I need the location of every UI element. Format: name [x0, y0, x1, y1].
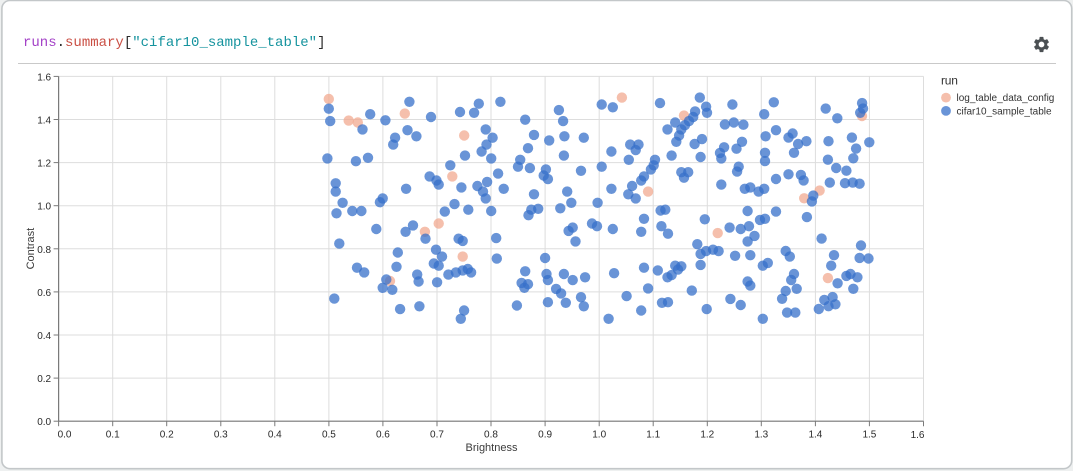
svg-text:1.0: 1.0 — [592, 429, 606, 440]
svg-text:0.6: 0.6 — [37, 288, 51, 299]
svg-text:cifar10_sample_table: cifar10_sample_table — [957, 106, 1052, 117]
svg-text:0.8: 0.8 — [484, 429, 498, 440]
svg-text:1.2: 1.2 — [37, 159, 51, 170]
svg-text:1.4: 1.4 — [37, 116, 51, 127]
svg-text:0.2: 0.2 — [37, 374, 51, 385]
svg-text:0.3: 0.3 — [214, 429, 228, 440]
svg-text:0.6: 0.6 — [376, 429, 390, 440]
svg-text:1.5: 1.5 — [862, 429, 876, 440]
svg-text:0.5: 0.5 — [322, 429, 336, 440]
svg-text:1.6: 1.6 — [37, 72, 51, 83]
svg-text:1.2: 1.2 — [700, 429, 714, 440]
svg-text:0.1: 0.1 — [106, 429, 120, 440]
svg-text:1.0: 1.0 — [37, 202, 51, 213]
svg-text:1.6: 1.6 — [911, 430, 925, 441]
svg-text:0.4: 0.4 — [37, 331, 51, 342]
svg-text:1.4: 1.4 — [808, 429, 822, 440]
svg-text:1.3: 1.3 — [754, 429, 768, 440]
svg-text:0.2: 0.2 — [160, 429, 174, 440]
svg-text:log_table_data_config: log_table_data_config — [957, 93, 1055, 104]
svg-text:Brightness: Brightness — [466, 442, 518, 454]
svg-text:1.1: 1.1 — [646, 429, 660, 440]
svg-text:0.9: 0.9 — [538, 429, 552, 440]
svg-text:run: run — [941, 74, 958, 88]
svg-text:0.8: 0.8 — [37, 245, 51, 256]
svg-text:0.0: 0.0 — [37, 417, 51, 428]
svg-text:0.4: 0.4 — [268, 429, 282, 440]
svg-text:0.0: 0.0 — [58, 429, 72, 440]
svg-text:Contrast: Contrast — [25, 228, 37, 270]
svg-text:0.7: 0.7 — [430, 429, 444, 440]
